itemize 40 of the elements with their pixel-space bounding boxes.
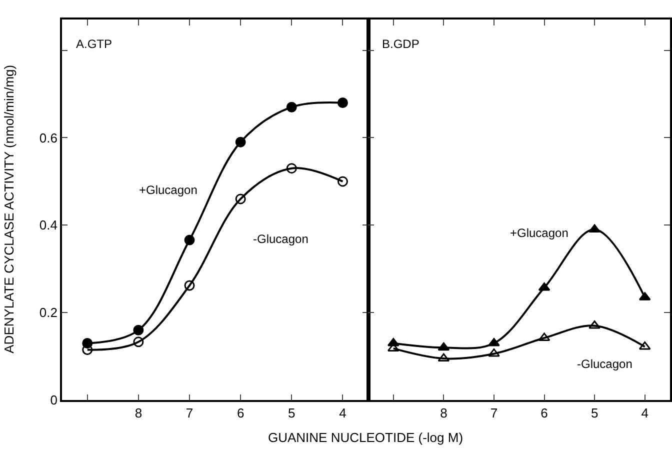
point [133,324,144,336]
x-tick-label: 4 [339,405,346,420]
y-tick-label: 0.6 [39,130,58,146]
x-tick-label: 4 [641,405,648,420]
x-tick-label: 8 [440,405,448,420]
y-tick-label: 0.2 [39,305,58,320]
series-label: +Glucagon [510,226,568,240]
point [286,163,297,174]
point [235,136,246,148]
point [438,353,450,362]
point [184,234,195,246]
text: -Glucagon [253,232,308,246]
point [337,176,348,187]
y-tick-label: 0.4 [39,218,58,233]
point [588,224,601,233]
point [286,102,297,112]
point [337,98,348,108]
text: B.GDP [382,37,420,51]
x-tick-label: 8 [134,405,142,420]
y-tick-label: 0 [50,392,58,408]
point [588,320,601,329]
x-tick-label: 7 [186,405,194,420]
point [538,282,550,291]
x-tick-label: 5 [590,405,598,420]
x-tick-label: 5 [288,405,296,420]
point [488,338,500,346]
point [638,341,651,350]
x-tick-label: 6 [540,405,548,420]
x-tick-label: 7 [490,405,498,420]
series-label: -Glucagon [577,357,632,371]
point [133,336,144,348]
x-tick-label: 6 [236,405,244,420]
x-axis-title: GUANINE NUCLEOTIDE (-log M) [268,430,464,445]
point [438,342,450,351]
series-label: +Glucagon [139,183,198,197]
text: A.GTP [76,37,112,51]
point [488,348,500,357]
point [184,280,195,291]
point [235,194,246,204]
y-axis-title: ADENYLATE CYCLASE ACTIVITY (nmol/min/mg) [2,64,17,354]
